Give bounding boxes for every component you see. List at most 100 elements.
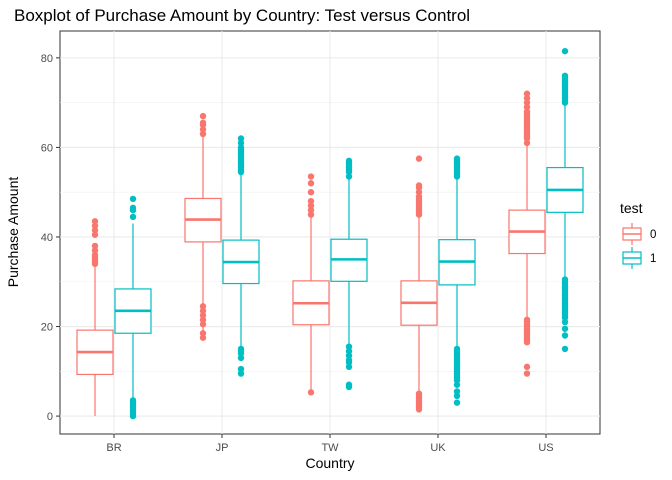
box-BR-0 <box>76 218 114 417</box>
x-tick-label: US <box>538 442 553 454</box>
legend-label-1: 1 <box>650 253 656 265</box>
outlier-point <box>91 251 99 259</box>
outlier-point <box>199 126 207 133</box>
outlier-point <box>523 90 531 97</box>
outlier-point <box>199 119 207 126</box>
outlier-point <box>415 390 423 397</box>
outlier-point <box>453 155 461 162</box>
outlier-point <box>91 242 99 250</box>
y-tick-label: 80 <box>41 53 53 65</box>
outlier-point <box>91 247 99 254</box>
outlier-point <box>561 345 569 353</box>
outlier-point <box>237 144 245 151</box>
box-US-1 <box>546 47 584 353</box>
outlier-point <box>91 231 99 238</box>
outlier-point <box>561 72 569 79</box>
outlier-point <box>307 206 315 214</box>
outlier-point <box>307 180 315 187</box>
y-tick-label: 40 <box>41 232 53 244</box>
outlier-point <box>129 397 137 404</box>
outlier-point <box>523 370 531 377</box>
outlier-point <box>453 345 461 353</box>
outlier-point <box>415 189 423 196</box>
outlier-point <box>307 202 315 209</box>
x-tick-label: BR <box>106 442 121 454</box>
legend-key-0 <box>620 222 644 246</box>
outlier-point <box>129 213 137 221</box>
box-BR-1 <box>114 195 152 420</box>
legend-label-0: 0 <box>650 229 656 241</box>
outlier-point <box>199 334 207 341</box>
outlier-point <box>307 197 315 205</box>
legend-title: test <box>620 200 643 216</box>
outlier-point <box>561 325 569 332</box>
outlier-point <box>345 173 353 180</box>
outlier-point <box>345 157 353 165</box>
outlier-point <box>561 47 569 55</box>
outlier-point <box>237 345 245 353</box>
y-tick-label: 60 <box>41 142 53 154</box>
outlier-point <box>561 318 569 326</box>
outlier-point <box>199 321 207 328</box>
box-TW-0 <box>292 173 330 396</box>
outlier-point <box>307 173 315 180</box>
outlier-point <box>307 389 315 396</box>
y-axis-title: Purchase Amount <box>5 177 21 288</box>
outlier-point <box>237 354 245 362</box>
outlier-point <box>523 103 531 111</box>
x-axis-title: Country <box>305 455 354 471</box>
box-UK-0 <box>400 155 438 413</box>
x-tick-label: JP <box>216 442 229 454</box>
outlier-point <box>523 316 531 324</box>
outlier-point <box>345 343 353 350</box>
axes: 0 20 40 60 80 BR JP TW UK US <box>41 53 554 454</box>
outlier-point <box>345 381 353 388</box>
outlier-point <box>523 94 531 102</box>
outlier-point <box>199 330 207 337</box>
outlier-point <box>415 193 423 200</box>
box-US-0 <box>508 90 546 377</box>
box-JP-1 <box>222 135 260 377</box>
outlier-point <box>307 189 315 196</box>
outlier-point <box>453 399 461 406</box>
outlier-point <box>523 108 531 115</box>
outlier-point <box>91 222 99 229</box>
outlier-point <box>129 195 137 203</box>
legend: test 0 1 <box>620 200 656 270</box>
box-UK-1 <box>438 155 476 406</box>
outlier-point <box>307 211 315 218</box>
outlier-point <box>199 312 207 319</box>
outlier-point <box>345 356 353 364</box>
outlier-point <box>415 155 423 162</box>
legend-key-1 <box>620 246 644 270</box>
box-TW-1 <box>330 157 368 391</box>
outlier-point <box>415 182 423 189</box>
chart-title: Boxplot of Purchase Amount by Country: T… <box>14 6 470 25</box>
box-JP-0 <box>184 112 222 341</box>
boxes-layer <box>76 47 584 420</box>
outlier-point <box>523 363 531 371</box>
outlier-point <box>199 316 207 324</box>
outlier-point <box>91 227 99 234</box>
x-tick-label: UK <box>430 442 446 454</box>
outlier-point <box>453 388 461 395</box>
outlier-point <box>345 352 353 359</box>
outlier-point <box>129 204 137 212</box>
y-tick-label: 20 <box>41 322 53 334</box>
y-tick-label: 0 <box>47 411 53 423</box>
outlier-point <box>237 365 245 373</box>
outlier-point <box>199 303 207 310</box>
outlier-point <box>199 112 207 120</box>
outlier-point <box>345 347 353 355</box>
outlier-point <box>345 363 353 371</box>
outlier-point <box>237 135 245 142</box>
outlier-point <box>453 392 461 400</box>
outlier-point <box>199 130 207 138</box>
outlier-point <box>199 307 207 315</box>
outlier-point <box>523 139 531 147</box>
outlier-point <box>561 276 569 283</box>
outlier-point <box>523 99 531 106</box>
outlier-point <box>237 139 245 147</box>
outlier-point <box>561 332 569 339</box>
